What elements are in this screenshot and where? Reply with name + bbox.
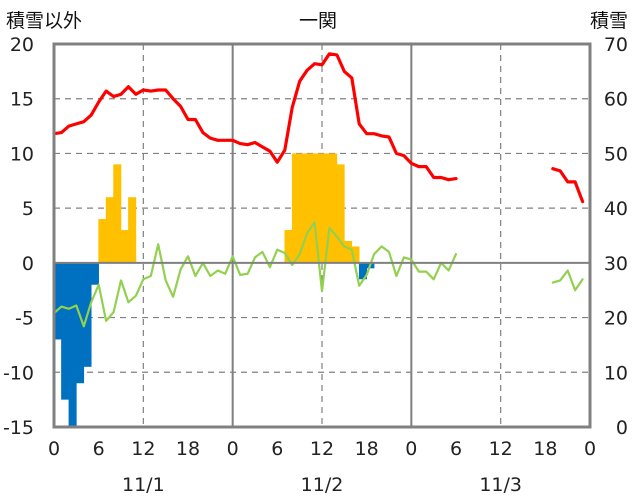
x-tick: 6 [93,438,105,460]
bar [98,219,107,263]
bar [120,230,129,263]
x-day-label: 11/2 [301,474,344,496]
bar [329,153,338,263]
chart-title: 一関 [298,10,337,32]
y-tick-right: 10 [604,362,628,384]
bar [306,153,315,263]
x-tick: 6 [271,438,283,460]
series-line [52,52,458,182]
y-tick-right: 70 [604,34,628,56]
y-tick-left: 5 [22,198,34,220]
bar [68,262,77,427]
y-tick-right: 50 [604,143,628,165]
y-tick-left: 15 [10,89,34,111]
series-line [551,269,584,292]
bar [53,262,62,340]
bar [76,262,85,384]
x-tick: 12 [310,438,334,460]
bar [90,262,99,285]
x-tick: 0 [48,438,60,460]
y-tick-left: 10 [10,143,34,165]
x-day-label: 11/1 [122,474,165,496]
plot-frame [52,42,592,429]
series-line [52,221,458,328]
y-tick-left: -5 [15,308,34,330]
bar [113,164,122,263]
y-tick-right: 20 [604,308,628,330]
y-tick-left: 20 [10,34,34,56]
x-tick: 0 [405,438,417,460]
x-tick: 18 [176,438,200,460]
bar [299,153,308,263]
x-tick: 12 [489,438,513,460]
y-tick-left: -15 [3,417,34,439]
x-tick: 18 [533,438,557,460]
bar [351,246,360,263]
y-tick-right: 40 [604,198,628,220]
x-tick: 0 [227,438,239,460]
y-tick-left: -10 [3,362,34,384]
x-tick: 12 [131,438,155,460]
y-tick-right: 30 [604,253,628,275]
left-axis-title: 積雪以外 [6,10,83,32]
bar [321,153,330,263]
bar [358,262,367,280]
bar [314,153,323,263]
bar [344,240,353,263]
y-tick-right: 0 [616,417,628,439]
y-tick-right: 60 [604,89,628,111]
x-tick: 0 [584,438,596,460]
x-day-label: 11/3 [479,474,522,496]
bar [61,262,70,400]
right-axis-title: 積雪 [589,10,628,32]
x-tick: 18 [355,438,379,460]
bar [291,153,300,263]
bar [336,164,345,263]
y-tick-left: 0 [22,253,34,275]
x-tick: 6 [450,438,462,460]
bar [284,230,293,263]
bar [128,197,137,263]
bar [105,197,114,263]
series-line [551,167,585,204]
